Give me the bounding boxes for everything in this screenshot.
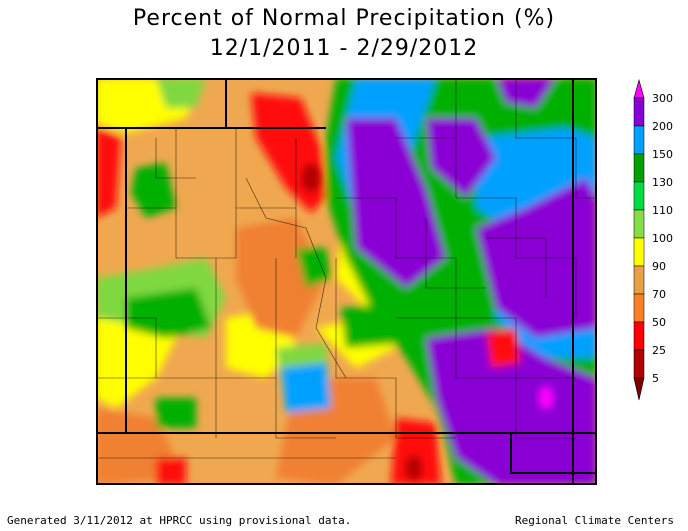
legend-label: 70	[652, 288, 666, 301]
legend-label: 100	[652, 232, 673, 245]
legend-swatch	[633, 125, 645, 155]
magenta-spot	[538, 386, 554, 410]
legend-label: 300	[652, 92, 673, 105]
legend-swatch	[633, 237, 645, 267]
light-green-region	[156, 78, 206, 108]
legend-swatch	[633, 97, 645, 127]
state-boundaries	[96, 78, 597, 485]
green-region	[131, 163, 176, 218]
purple-region	[496, 78, 556, 108]
legend-label: 200	[652, 120, 673, 133]
legend-swatch	[633, 293, 645, 323]
blue-region	[281, 363, 331, 413]
map-title: Percent of Normal Precipitation (%)	[132, 6, 556, 31]
legend-swatch	[633, 349, 645, 379]
legend-label: 130	[652, 176, 673, 189]
legend-swatch	[633, 153, 645, 183]
precipitation-map	[96, 78, 597, 485]
red-region	[96, 128, 121, 218]
map-border	[96, 78, 597, 485]
date-range: 12/1/2011 - 2/29/2012	[209, 36, 479, 61]
color-legend: 300 200 150 130 110 100 90 70 50 25 5	[633, 78, 673, 401]
legend-labels: 300 200 150 130 110 100 90 70 50 25 5	[652, 92, 673, 385]
green-region	[156, 398, 196, 428]
generated-note: Generated 3/11/2012 at HPRCC using provi…	[7, 514, 352, 527]
credit-note: Regional Climate Centers	[515, 514, 674, 527]
legend-arrow-top	[633, 78, 645, 99]
legend-swatch	[633, 181, 645, 211]
legend-label: 5	[652, 372, 659, 385]
purple-region	[426, 328, 597, 485]
legend-label: 90	[652, 260, 666, 273]
red-region	[486, 328, 521, 368]
legend-color-bar	[633, 78, 645, 401]
legend-swatch	[633, 265, 645, 295]
legend-swatch	[633, 209, 645, 239]
red-region	[156, 458, 186, 485]
green-region	[126, 288, 211, 338]
legend-label: 110	[652, 204, 673, 217]
dark-red-spot	[406, 456, 422, 480]
green-region	[296, 248, 331, 288]
legend-swatch	[633, 321, 645, 351]
legend-label: 50	[652, 316, 666, 329]
dark-red-spot	[302, 164, 320, 192]
red-region	[391, 418, 441, 485]
legend-arrow-bottom	[633, 377, 645, 401]
legend-label: 150	[652, 148, 673, 161]
legend-label: 25	[652, 344, 666, 357]
